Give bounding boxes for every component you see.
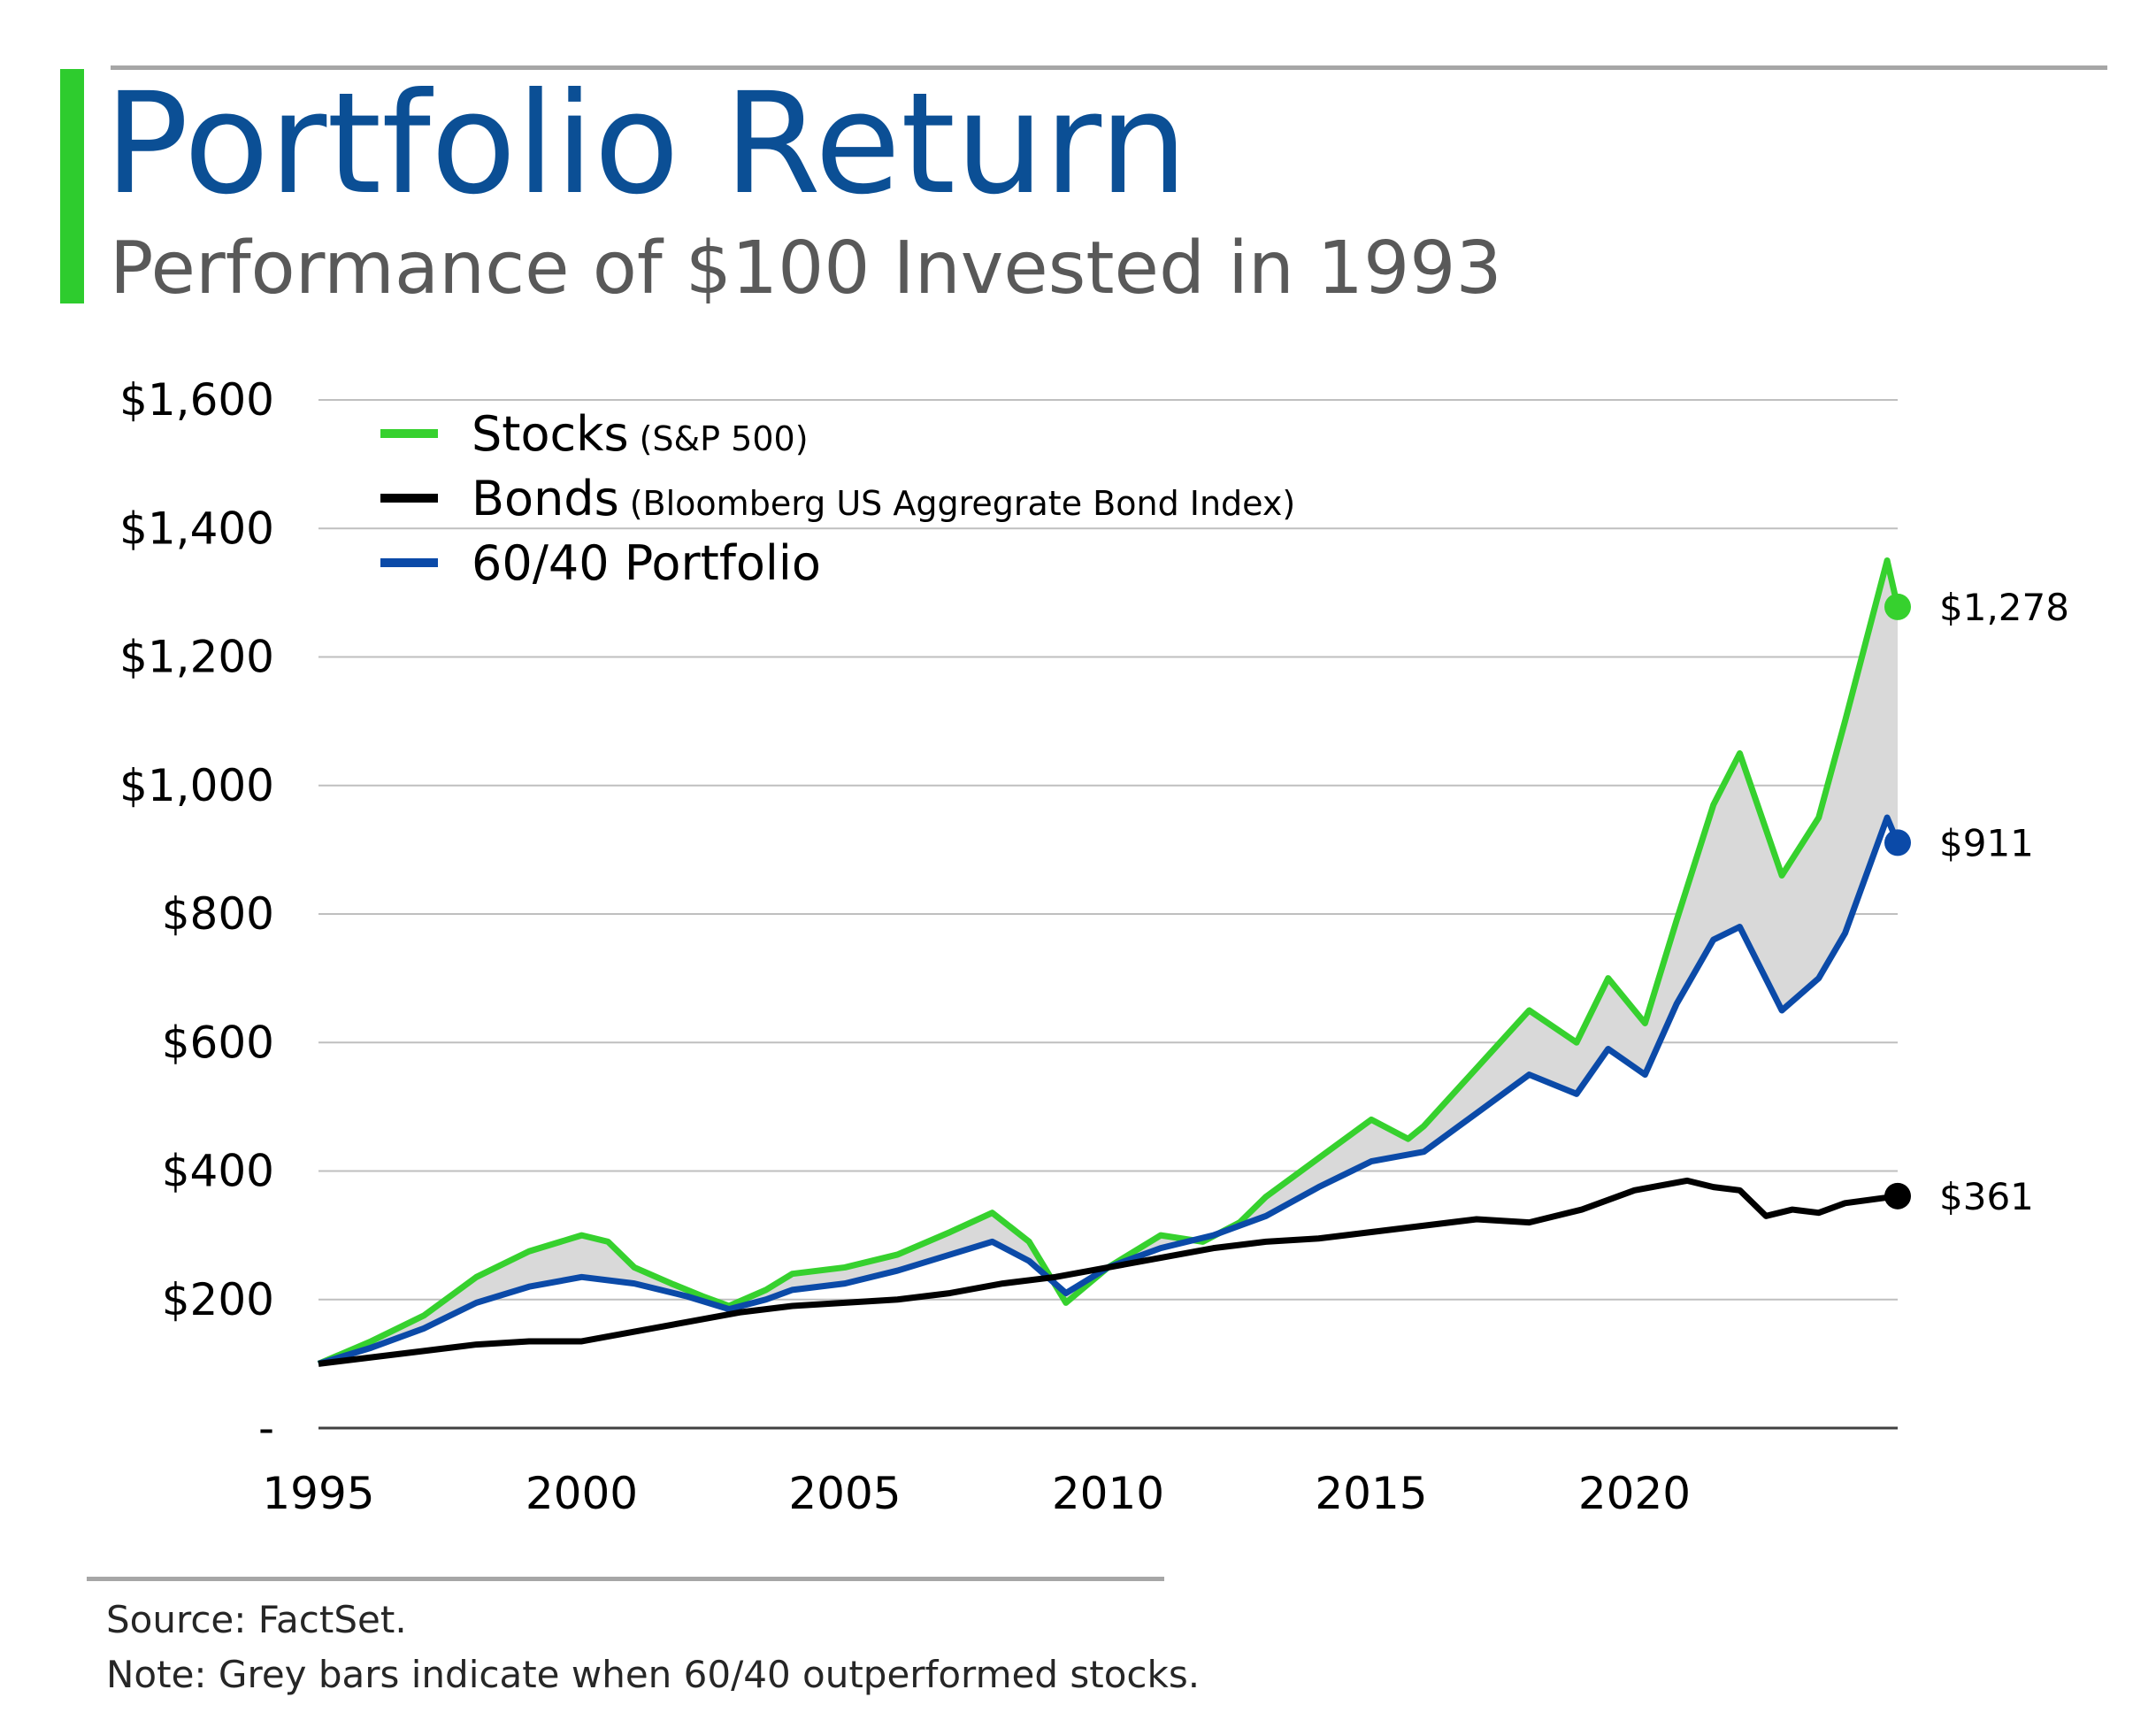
- stocks-legend-sublabel: (S&P 500): [640, 419, 809, 458]
- source-note: Source: FactSet.: [106, 1598, 407, 1641]
- page-subtitle: Performance of $100 Invested in 1993: [110, 227, 1502, 311]
- y-tick-label: $200: [162, 1274, 274, 1325]
- y-tick-label: $800: [162, 888, 274, 940]
- bonds-legend-sublabel: (Bloomberg US Aggregrate Bond Index): [630, 484, 1295, 523]
- bonds-line: [318, 1177, 1899, 1367]
- y-tick-label: $400: [162, 1146, 274, 1197]
- y-tick-label: $1,400: [119, 503, 274, 554]
- top-rule: [111, 65, 2107, 70]
- stocks-line: [317, 557, 1901, 1367]
- x-tick-label: 2000: [526, 1468, 638, 1519]
- bonds-end-label: $361: [1939, 1175, 2034, 1218]
- bonds-end-marker: [1884, 1182, 1911, 1210]
- page-title: Portfolio Return: [104, 63, 1188, 226]
- stocks-end-marker: [1884, 593, 1911, 620]
- end-labels: $1,278 $361 $911: [1884, 586, 2069, 1218]
- gridlines: [318, 399, 1898, 1430]
- footer-rule: [87, 1577, 1164, 1581]
- x-axis-ticks: 1995 2000 2005 2010 2015 2020: [262, 1468, 1691, 1519]
- outperformance-fill: [318, 560, 1898, 1364]
- stocks-legend-label: Stocks (S&P 500): [472, 406, 809, 462]
- stocks-end-label: $1,278: [1939, 586, 2069, 629]
- x-tick-label: 1995: [262, 1468, 374, 1519]
- accent-bar: [60, 69, 84, 303]
- y-tick-label: $1,200: [119, 632, 274, 683]
- portfolio-legend-label: 60/40 Portfolio: [472, 535, 821, 591]
- y-tick-label: -: [258, 1402, 274, 1454]
- x-tick-label: 2010: [1052, 1468, 1164, 1519]
- legend: Stocks (S&P 500) Bonds (Bloomberg US Aggreg…: [380, 406, 1295, 591]
- portfolio-end-label: $911: [1939, 821, 2034, 864]
- x-tick-label: 2015: [1315, 1468, 1427, 1519]
- bonds-legend-label: Bonds (Bloomberg US Aggregrate Bond Index…: [472, 471, 1295, 526]
- y-tick-label: $600: [162, 1017, 274, 1068]
- x-tick-label: 2020: [1578, 1468, 1691, 1519]
- portfolio-end-marker: [1884, 829, 1911, 856]
- y-tick-label: $1,000: [119, 760, 274, 811]
- footnote: Note: Grey bars indicate when 60/40 outp…: [106, 1653, 1201, 1696]
- y-tick-label: $1,600: [119, 374, 274, 426]
- y-axis-ticks: - $200 $400 $600 $800 $1,000 $1,200 $1,400 $1,60…: [119, 374, 274, 1454]
- series-lines: [317, 557, 1901, 1367]
- x-tick-label: 2005: [788, 1468, 901, 1519]
- portfolio-line: [317, 814, 1901, 1367]
